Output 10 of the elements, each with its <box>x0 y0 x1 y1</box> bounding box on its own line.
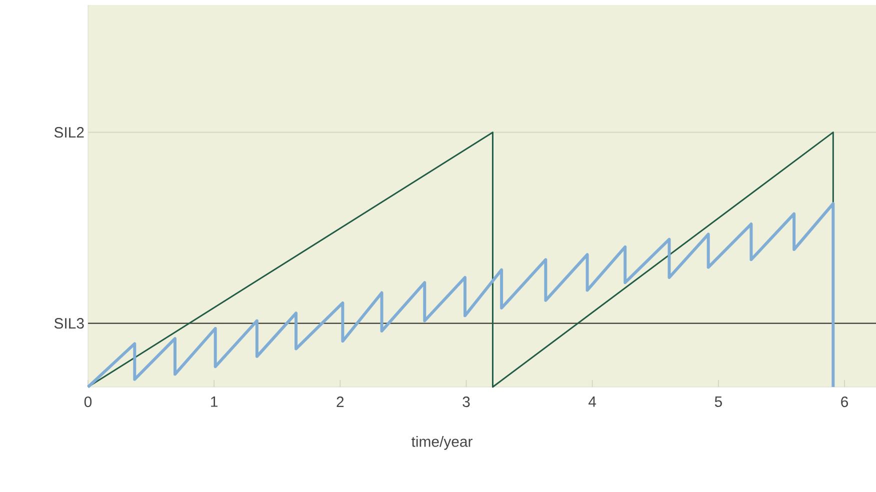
x-tick-label: 2 <box>336 396 344 407</box>
x-tick-label: 4 <box>588 396 596 407</box>
x-tick-label: 0 <box>84 396 92 408</box>
x-tick-label: 1 <box>211 396 218 407</box>
x-tick-label: 3 <box>462 396 470 408</box>
ref-line-label: SIL3 <box>54 318 84 329</box>
x-tick-label: 6 <box>841 396 848 408</box>
x-tick-label: 5 <box>714 396 722 407</box>
x-axis-title: time/year <box>412 436 472 450</box>
ref-line-label: SIL2 <box>54 127 84 138</box>
